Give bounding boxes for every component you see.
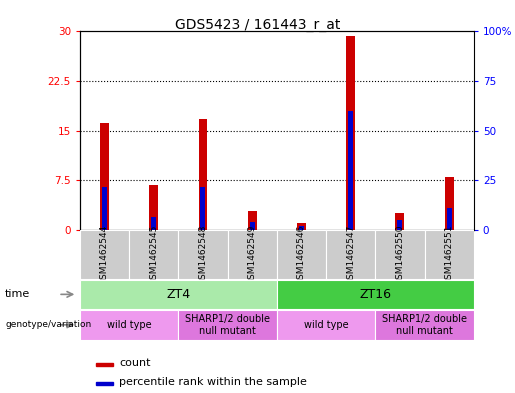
Bar xyxy=(277,230,326,279)
Bar xyxy=(447,208,452,230)
Bar xyxy=(96,363,113,366)
Text: GSM1462546: GSM1462546 xyxy=(297,224,306,285)
Text: wild type: wild type xyxy=(107,320,151,330)
Bar xyxy=(396,213,404,230)
Bar xyxy=(80,310,178,340)
Bar xyxy=(129,230,178,279)
Bar xyxy=(326,230,375,279)
Bar xyxy=(348,111,353,230)
Text: SHARP1/2 double
null mutant: SHARP1/2 double null mutant xyxy=(382,314,467,336)
Text: GSM1462550: GSM1462550 xyxy=(396,224,404,285)
Bar xyxy=(299,226,304,230)
Bar xyxy=(96,382,113,385)
Bar xyxy=(445,177,454,230)
Bar xyxy=(250,222,254,230)
Bar xyxy=(178,230,228,279)
Text: GSM1462545: GSM1462545 xyxy=(149,224,158,285)
Bar xyxy=(198,119,208,230)
Text: SHARP1/2 double
null mutant: SHARP1/2 double null mutant xyxy=(185,314,270,336)
Bar xyxy=(151,217,156,230)
Bar xyxy=(200,187,205,230)
Bar xyxy=(375,230,424,279)
Bar xyxy=(102,187,107,230)
Text: GSM1462551: GSM1462551 xyxy=(444,224,454,285)
Bar xyxy=(248,211,256,230)
Bar xyxy=(100,123,109,230)
Bar xyxy=(277,310,375,340)
Bar xyxy=(228,230,277,279)
Text: percentile rank within the sample: percentile rank within the sample xyxy=(119,376,307,387)
Text: GSM1462547: GSM1462547 xyxy=(346,224,355,285)
Bar xyxy=(424,230,474,279)
Bar xyxy=(178,310,277,340)
Text: GSM1462549: GSM1462549 xyxy=(248,224,256,285)
Text: GDS5423 / 161443_r_at: GDS5423 / 161443_r_at xyxy=(175,18,340,32)
Text: count: count xyxy=(119,358,151,368)
Text: GSM1462544: GSM1462544 xyxy=(100,224,109,285)
Text: time: time xyxy=(5,289,30,299)
Bar xyxy=(149,185,158,230)
Bar xyxy=(297,222,306,230)
Bar xyxy=(375,310,474,340)
Text: ZT16: ZT16 xyxy=(359,288,391,301)
Text: ZT4: ZT4 xyxy=(166,288,191,301)
Bar xyxy=(398,220,402,230)
Bar xyxy=(80,280,277,309)
Text: wild type: wild type xyxy=(304,320,348,330)
Bar xyxy=(346,36,355,230)
Text: genotype/variation: genotype/variation xyxy=(5,320,91,329)
Bar xyxy=(80,230,129,279)
Bar xyxy=(277,280,474,309)
Text: GSM1462548: GSM1462548 xyxy=(198,224,208,285)
